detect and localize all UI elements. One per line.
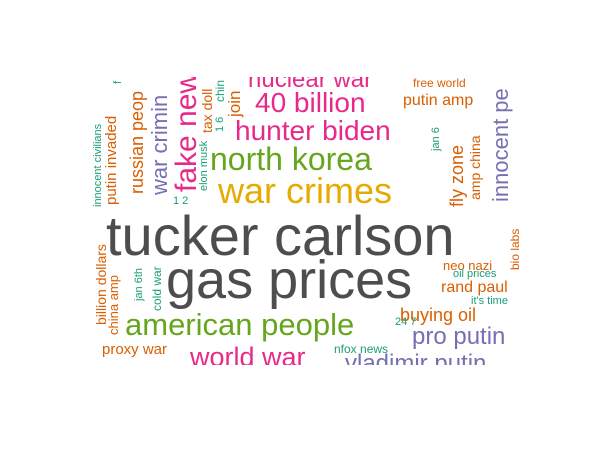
word-jan-6th: jan 6th	[133, 267, 145, 301]
word-tucker-carlson: tucker carlson	[106, 204, 455, 267]
word-innocent-pe: innocent pe	[488, 88, 513, 202]
word-war-crimes: war crimes	[218, 170, 393, 211]
word-neo-nazi: neo nazi	[443, 258, 493, 273]
word-gas-prices: gas prices	[166, 250, 413, 310]
word-world-war: world war	[190, 342, 306, 366]
word-bio-labs: bio labs	[508, 228, 522, 270]
word-jan-6: jan 6	[430, 127, 442, 151]
word-putin-invaded: putin invaded	[103, 115, 120, 205]
word-its-time: it's time	[471, 295, 508, 307]
word-f: f	[112, 80, 124, 84]
word-tax-doll: tax doll	[199, 88, 215, 133]
word-china-amp: china amp	[106, 275, 121, 335]
word-russian-peop: russian peop	[127, 90, 147, 194]
word-fly-zone: fly zone	[447, 144, 467, 207]
word-nuclear-war: nuclear war	[248, 77, 373, 93]
word-proxy-war: proxy war	[102, 341, 168, 358]
word-american-people: american people	[125, 307, 355, 342]
word-rand-paul: rand paul	[441, 279, 508, 296]
word-putin-amp: putin amp	[403, 92, 474, 109]
word-1-6: 1 6	[214, 116, 226, 132]
word-cold-war: cold war	[150, 266, 164, 311]
word-amp-china: amp china	[467, 135, 483, 200]
word-40-billion: 40 billion	[255, 87, 366, 118]
word-chin: chin	[213, 79, 227, 102]
word-nfox-news: nfox news	[334, 342, 389, 356]
word-24-7: 24 7	[395, 316, 417, 328]
word-innocent-civilians: innocent civilians	[92, 123, 104, 207]
word-hunter-biden: hunter biden	[235, 115, 391, 146]
word-north-korea: north korea	[210, 141, 372, 177]
word-buying-oil: buying oil	[400, 305, 477, 325]
word-elon-musk: elon musk	[198, 140, 210, 191]
word-pro-putin: pro putin	[412, 323, 506, 350]
word-cloud-area: tucker carlson gas prices war crimes nor…	[0, 77, 614, 365]
word-free-world: free world	[413, 77, 466, 90]
word-1-2: 1 2	[173, 195, 189, 207]
word-vladimir-putin: vladimir putin	[345, 350, 487, 366]
word-oil-prices: oil prices	[453, 268, 497, 280]
word-join: join	[225, 90, 244, 117]
word-war-crimin: war crimin	[147, 94, 172, 195]
